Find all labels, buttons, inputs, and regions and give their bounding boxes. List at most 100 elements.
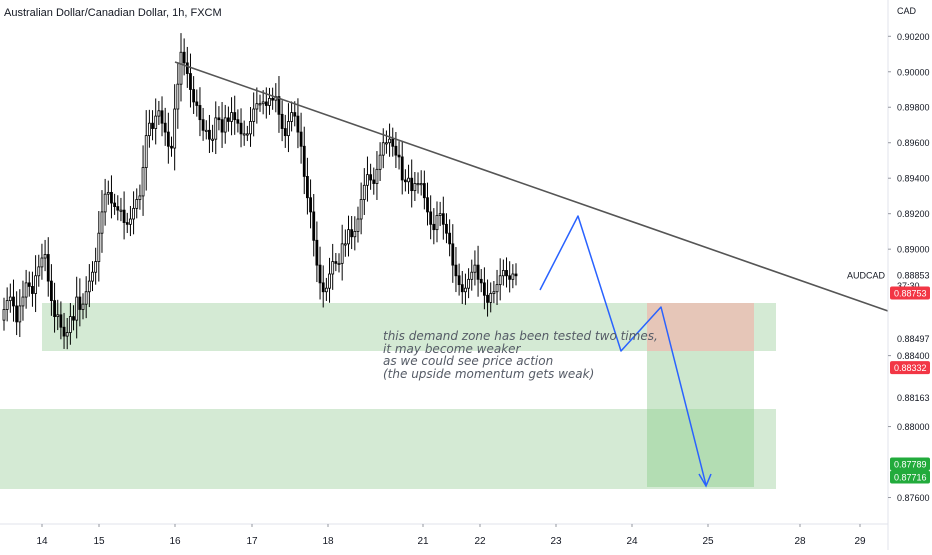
candle-body [249,121,252,135]
candle-body [100,211,104,234]
candle-body [176,83,180,110]
candle-body [343,243,347,246]
candle-body [59,314,63,328]
candle-body [448,232,452,245]
annotation-line: this demand zone has been tested two tim… [383,329,658,343]
candle-body [75,296,79,321]
candle-body [125,222,129,225]
y-tick-label: 0.90200 [897,32,930,42]
projection-path [539,215,707,486]
candle-body [508,275,512,280]
candle-body [283,128,287,137]
y-tick-label: 0.89200 [897,209,930,219]
annotation-text: this demand zone has been tested two tim… [383,330,658,380]
target-zone-dark [647,409,754,487]
candle-body [321,282,325,293]
price-label: 0.88853 [897,271,930,281]
candle-body [426,197,429,213]
candle-body [103,193,107,213]
candle-body [72,316,75,321]
candle-body [501,270,505,277]
candle-body [324,287,328,293]
candle-body [53,300,56,317]
candle-body [277,96,281,115]
candle-body [122,209,126,223]
candle-body [116,206,120,211]
candle-body [410,177,414,192]
candle-body [505,270,508,277]
candle-body [356,218,360,232]
candle-body [375,168,379,184]
candle-body [217,117,221,121]
candle-body [78,296,82,310]
candle-body [454,264,458,277]
x-tick-label: 18 [322,536,334,547]
y-tick-label: 0.90000 [897,67,930,77]
candle-body [479,278,483,284]
candle-body [293,112,297,117]
candle-body [166,131,170,147]
candle-body [312,211,316,241]
candle-body [290,112,294,122]
candle-body [185,62,189,74]
candle-body [46,254,50,282]
candle-body [403,179,407,183]
candle-body [198,105,202,121]
candle-body [296,115,300,133]
candle-body [230,112,233,122]
candle-body [372,179,376,184]
y-tick-label: 0.88000 [897,422,930,432]
candle-body [189,73,192,90]
candle-body [350,229,354,238]
candle-body [223,117,227,133]
candle-body [495,284,499,293]
candle-body [157,110,161,117]
candle-body [441,213,445,225]
candle-body [451,243,455,266]
candle-body [233,112,237,121]
candle-body [432,223,436,231]
candle-body [245,133,249,136]
x-tick-label: 22 [474,536,486,547]
candle-body [381,142,385,156]
candle-body [62,326,66,337]
candle-body [151,122,154,129]
candle-body [15,305,19,323]
candle-body [192,89,196,103]
candle-body [179,51,183,85]
candle-body [498,275,502,286]
candle-body [347,229,350,245]
x-tick-label: 29 [854,536,866,547]
candle-body [27,282,31,287]
candle-body [413,183,417,192]
candle-body [470,271,474,280]
y-tick-label: 0.89800 [897,103,930,113]
candle-body [226,117,230,122]
candle-body [211,138,214,141]
annotation-line: (the upside momentum gets weak) [383,366,595,381]
candle-body [359,199,363,220]
candle-body [435,215,439,231]
x-tick-label: 15 [93,536,105,547]
candle-body [138,195,142,200]
candle-body [135,199,139,209]
candle-body [195,101,199,106]
candle-body [476,264,480,280]
candle-body [388,138,391,144]
price-badge-label: 0.88753 [894,288,927,298]
candle-body [258,103,262,106]
candle-body [467,278,470,289]
candle-body [201,119,205,131]
candle-body [81,303,85,310]
candle-body [34,275,38,294]
candle-body [287,121,290,137]
projection-arrowhead [698,473,712,488]
candle-body [182,51,186,64]
symbol-label: AUDCAD [847,271,886,281]
demand-zone-lower [0,409,776,489]
candle-body [236,119,240,124]
candle-body [252,108,256,122]
price-badge [890,457,930,471]
candle-body [91,271,94,282]
